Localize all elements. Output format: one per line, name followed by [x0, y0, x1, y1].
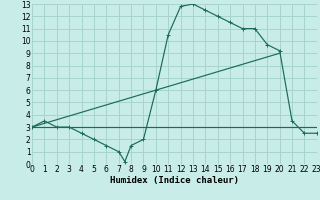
X-axis label: Humidex (Indice chaleur): Humidex (Indice chaleur) [110, 176, 239, 185]
